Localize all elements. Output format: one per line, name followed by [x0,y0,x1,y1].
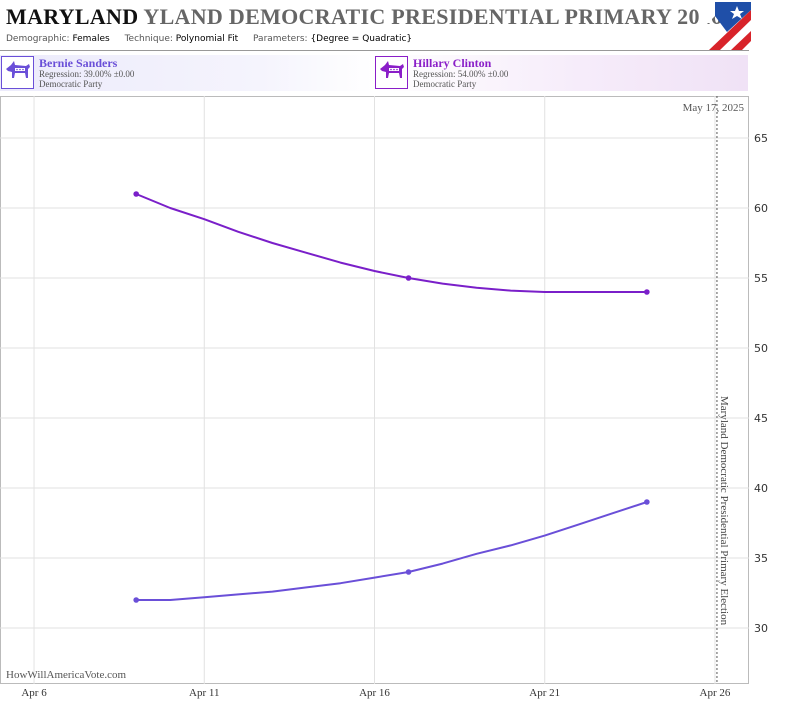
democrat-donkey-icon [375,56,408,89]
y-tick-label: 60 [754,202,768,215]
x-tick-label: Apr 26 [700,687,731,699]
data-point [644,289,650,295]
election-label: Maryland Democratic Presidential Primary… [718,396,730,626]
data-point [405,569,412,575]
candidate-regression: Regression: 39.00% ±0.00 [39,69,135,79]
parameters-value: {Degree = Quadratic} [310,34,413,44]
democrat-donkey-icon [1,56,34,89]
candidate-card-clinton: Hillary Clinton Regression: 54.00% ±0.00… [374,55,748,91]
x-tick-label: Apr 21 [529,687,560,699]
series-layer [133,191,650,603]
title-rest: YLAND DEMOCRATIC PRESIDENTIAL PRIMARY 20… [143,4,723,29]
candidate-card-sanders: Bernie Sanders Regression: 39.00% ±0.00 … [0,55,374,91]
x-tick-label: Apr 6 [21,687,47,699]
parameters-label: Parameters: [253,34,308,44]
technique-label: Technique: [124,34,173,44]
x-axis-ticks: Apr 6 Apr 11 Apr 16 Apr 21 Apr 26 [21,687,731,699]
watermark: HowWillAmericaVote.com [6,669,126,681]
candidate-name: Hillary Clinton [413,56,492,70]
y-axis-ticks: 30 35 40 45 50 55 60 65 [754,132,768,635]
line-chart: Maryland Democratic Presidential Primary… [0,96,768,699]
data-point [644,499,650,505]
candidate-regression: Regression: 54.00% ±0.00 [413,69,509,79]
candidate-name: Bernie Sanders [39,56,118,70]
y-tick-label: 45 [754,412,768,425]
candidate-party: Democratic Party [413,79,477,89]
y-tick-label: 55 [754,272,768,285]
y-tick-label: 35 [754,552,768,565]
parameters-line: Demographic: Females Technique: Polynomi… [6,34,424,44]
data-point [133,191,139,197]
date-label: May 17, 2025 [683,102,745,114]
demographic-value: Females [72,34,110,44]
page-title: MARYLAND YLAND DEMOCRATIC PRESIDENTIAL P… [6,4,722,30]
demographic-label: Demographic: [6,34,70,44]
header-divider [0,50,749,51]
data-point [405,275,412,281]
y-tick-label: 50 [754,342,768,355]
grid-lines [0,96,749,684]
series-line [136,501,648,601]
series-line [135,193,647,293]
x-tick-label: Apr 16 [359,687,390,699]
flag-logo-icon [701,2,751,50]
y-tick-label: 65 [754,132,768,145]
data-point [133,597,139,603]
technique-value: Polynomial Fit [175,34,239,44]
title-state: MARYLAND [6,4,139,29]
candidate-party: Democratic Party [39,79,103,89]
y-tick-label: 40 [754,482,768,495]
y-tick-label: 30 [754,622,768,635]
x-tick-label: Apr 11 [189,687,219,699]
chart-header: MARYLAND YLAND DEMOCRATIC PRESIDENTIAL P… [0,0,789,50]
